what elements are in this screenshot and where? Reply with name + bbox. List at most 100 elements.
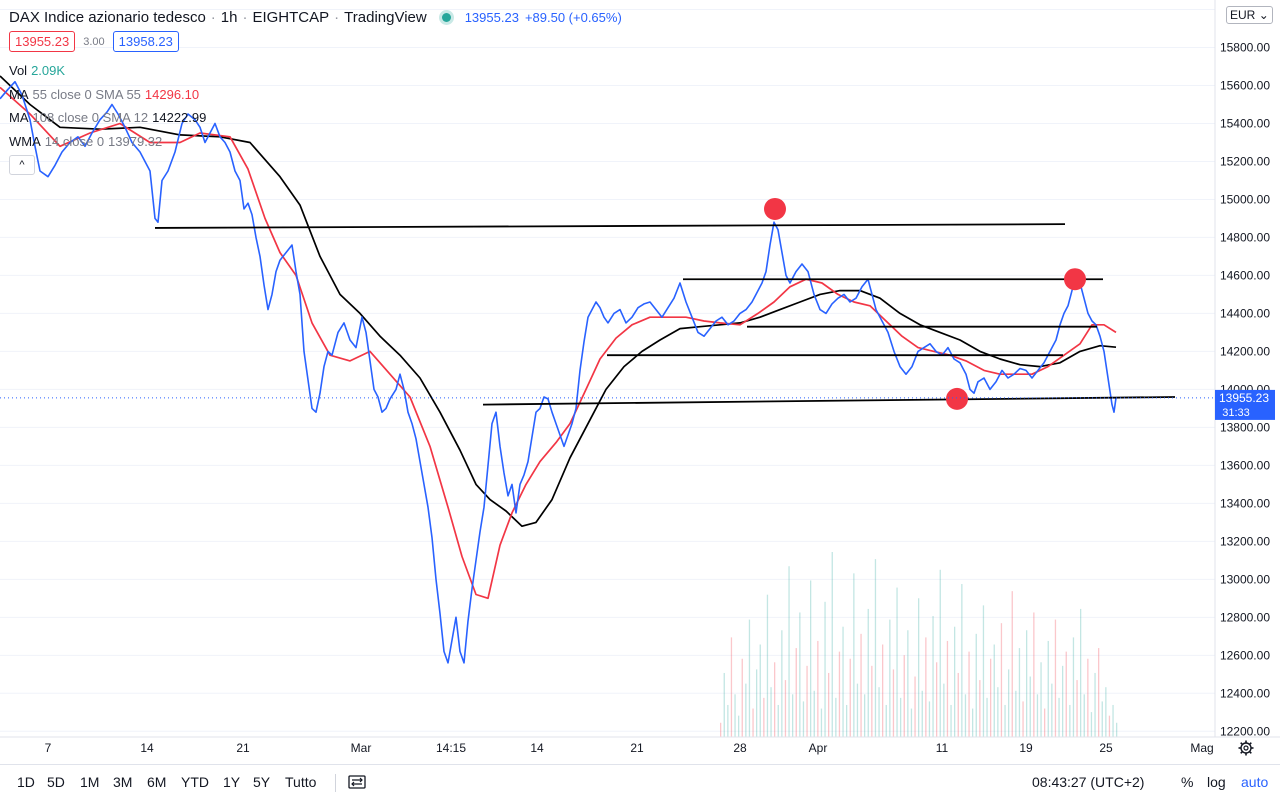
range-5d[interactable]: 5D: [47, 774, 65, 790]
volume-bar: [878, 687, 880, 737]
volume-bar: [1083, 694, 1085, 737]
range-all[interactable]: Tutto: [285, 774, 317, 790]
legend-name: MA: [9, 87, 29, 102]
sell-button[interactable]: 13955.23: [9, 31, 76, 52]
legend-ma108[interactable]: MA 108 close 0 SMA 12 14222.99: [9, 110, 206, 125]
volume-bar: [1015, 690, 1017, 737]
time-tick-label: 7: [45, 741, 52, 755]
compare-icon[interactable]: [347, 774, 367, 793]
range-5y[interactable]: 5Y: [253, 774, 271, 790]
volume-bar: [1090, 712, 1093, 737]
volume-bar: [723, 672, 725, 737]
volume-bar: [838, 651, 841, 737]
volume-bar: [756, 669, 758, 737]
range-3m[interactable]: 3M: [113, 774, 133, 790]
volume-bar: [766, 594, 769, 737]
price-axis: [1215, 0, 1280, 737]
volume-bar: [1072, 637, 1075, 737]
log-toggle[interactable]: log: [1207, 774, 1226, 790]
volume-bar: [964, 694, 967, 737]
volume-bar: [936, 662, 938, 737]
volume-bar: [997, 687, 999, 737]
volume-bar: [745, 683, 747, 737]
platform: TradingView: [344, 8, 427, 26]
volume-bar: [777, 704, 779, 737]
currency-select[interactable]: EUR ⌄: [1226, 6, 1273, 24]
volume-bar: [871, 665, 873, 737]
price-tick-label: 13800.00: [1220, 420, 1270, 434]
clock-timezone[interactable]: 08:43:27 (UTC+2): [1032, 774, 1145, 790]
price-tick-label: 15200.00: [1220, 154, 1270, 168]
volume-bar: [1029, 676, 1031, 737]
volume-bar: [1087, 658, 1089, 737]
interval[interactable]: 1h: [220, 8, 238, 26]
percent-toggle[interactable]: %: [1181, 774, 1194, 790]
chevron-up-icon[interactable]: ^: [9, 155, 35, 175]
time-tick-label: Mag: [1190, 741, 1213, 755]
price-tick-label: 14200.00: [1220, 344, 1270, 358]
volume-bar: [734, 694, 736, 737]
legend-value: 2.09K: [31, 63, 66, 78]
legend-params: 14 close 0: [44, 134, 105, 149]
gear-icon-tooth: [1240, 742, 1244, 746]
volume-bar: [1018, 648, 1021, 737]
legend-value: 13979.32: [108, 134, 163, 149]
legend-name: MA: [9, 110, 29, 125]
legend-params: 108 close 0 SMA 12: [32, 110, 149, 125]
range-6m[interactable]: 6M: [147, 774, 167, 790]
range-1y[interactable]: 1Y: [223, 774, 241, 790]
legend-params: 55 close 0 SMA 55: [32, 87, 141, 102]
legend-wma[interactable]: WMA 14 close 0 13979.32: [9, 134, 162, 149]
volume-bar: [806, 665, 808, 737]
volume-bar: [784, 680, 787, 737]
price-tick-label: 14600.00: [1220, 268, 1270, 282]
volume-bar: [774, 662, 776, 737]
volume-bar: [939, 569, 941, 737]
volume-bar: [1044, 708, 1046, 737]
volume-bar: [986, 697, 988, 737]
time-tick-label: 25: [1099, 741, 1113, 755]
price-tick-label: 12600.00: [1220, 648, 1270, 662]
separator-dot: ·: [210, 8, 216, 26]
volume-bar: [730, 637, 733, 737]
legend-ma55[interactable]: MA 55 close 0 SMA 55 14296.10: [9, 87, 199, 102]
pivot-marker: [764, 197, 786, 220]
trend-line: [482, 396, 1176, 406]
volume-bar: [874, 559, 877, 737]
volume-bar: [817, 640, 819, 737]
price-tick-label: 15600.00: [1220, 78, 1270, 92]
price-tick-label: 13600.00: [1220, 458, 1270, 472]
volume-bar: [1051, 683, 1053, 737]
auto-toggle[interactable]: auto: [1241, 774, 1269, 790]
volume-bar: [892, 669, 895, 737]
chevron-down-icon: ⌄: [1258, 8, 1269, 22]
volume-bar: [885, 704, 887, 737]
volume-bar: [975, 633, 977, 737]
chart-header: DAX Indice azionario tedesco · 1h · EIGH…: [9, 7, 622, 27]
range-ytd[interactable]: YTD: [181, 774, 209, 790]
volume-bar: [792, 694, 794, 737]
time-tick-label: 11: [936, 741, 949, 755]
legend-volume[interactable]: Vol 2.09K: [9, 63, 65, 78]
volume-bar: [738, 715, 740, 737]
range-1m[interactable]: 1M: [80, 774, 100, 790]
volume-bar: [889, 619, 891, 737]
volume-bar: [1065, 651, 1067, 737]
volume-bar: [1000, 623, 1003, 737]
volume-bar: [946, 640, 949, 737]
volume-bar: [957, 672, 959, 737]
gear-icon[interactable]: [1238, 740, 1254, 756]
volume-bar: [842, 626, 844, 737]
price-tick-label: 14400.00: [1220, 306, 1270, 320]
volume-bar: [849, 658, 851, 737]
buy-button[interactable]: 13958.23: [112, 31, 179, 52]
gear-icon-tooth: [1240, 750, 1244, 754]
volume-bar: [990, 658, 992, 737]
symbol-name[interactable]: DAX Indice azionario tedesco: [9, 8, 206, 26]
volume-bar: [1062, 665, 1064, 737]
volume-bar: [1004, 704, 1006, 737]
range-1d[interactable]: 1D: [17, 774, 35, 790]
legend-name: WMA: [9, 134, 41, 149]
legend-value: 14296.10: [144, 87, 200, 102]
